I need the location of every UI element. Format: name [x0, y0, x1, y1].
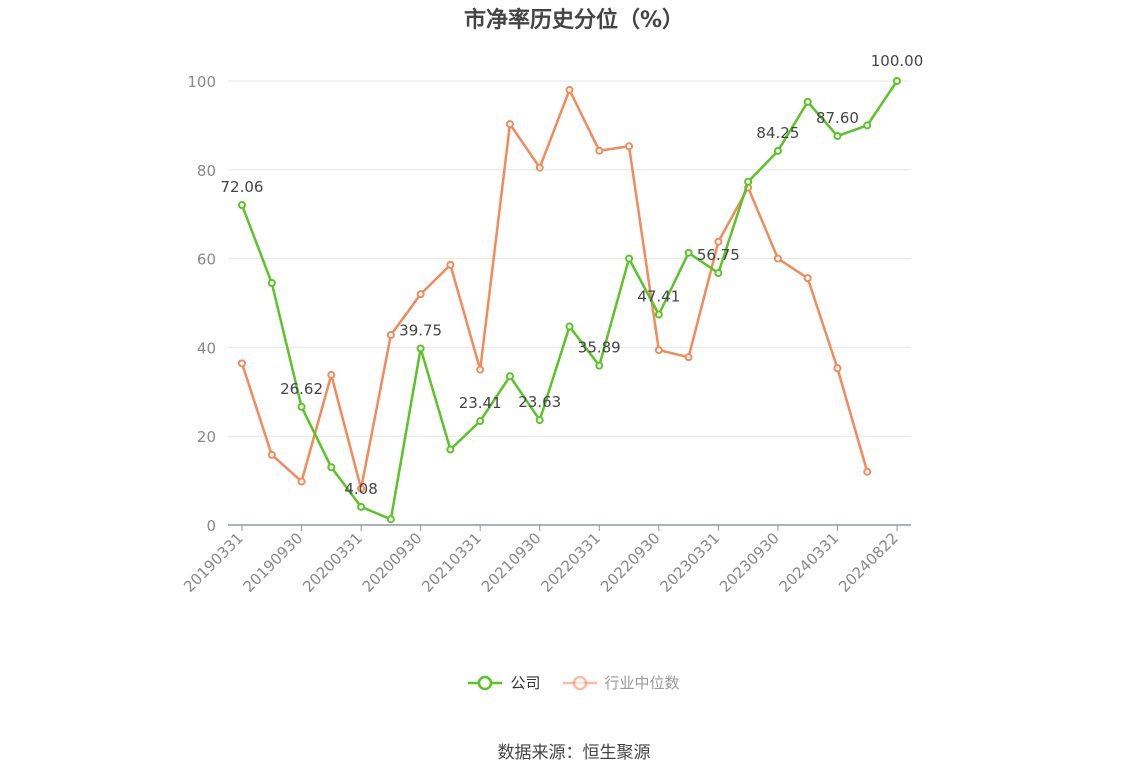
data-point-1: [714, 237, 723, 246]
data-point-0: [297, 402, 306, 411]
data-point-0: [863, 121, 872, 130]
data-label: 100.00: [871, 52, 924, 70]
data-label: 35.89: [578, 339, 621, 357]
x-tick-label: 20200331: [299, 529, 366, 596]
data-point-1: [803, 274, 812, 283]
y-tick-label: 60: [197, 251, 216, 269]
data-point-0: [893, 77, 901, 85]
data-point-0: [535, 416, 544, 425]
x-tick-label: 20230930: [716, 529, 783, 596]
data-label: 47.41: [637, 287, 680, 305]
label-layer: 72.06 26.62 4.08 39.75 23.41 23.63 35.89 47.41 5…: [221, 52, 924, 498]
data-point-1: [446, 260, 455, 269]
series-line-0: [240, 80, 899, 521]
source-note: 数据来源：恒生聚源: [497, 743, 651, 763]
x-tick-label: 20190331: [180, 529, 247, 596]
data-point-0: [327, 463, 336, 472]
data-label: 23.41: [459, 394, 502, 412]
legend-industry-marker-icon: [562, 675, 597, 690]
legend-item-company[interactable]: 公司: [468, 672, 541, 693]
data-point-0: [654, 310, 663, 319]
data-label: 56.75: [697, 246, 740, 264]
legend: 公司 行业中位数: [0, 672, 1148, 693]
y-tick-label: 0: [206, 517, 216, 535]
data-point-0: [476, 417, 485, 426]
data-point-1: [416, 290, 425, 299]
data-label: 87.60: [816, 109, 859, 127]
data-point-1: [357, 484, 366, 493]
grid-layer: [228, 80, 911, 437]
y-tick-label: 100: [187, 73, 216, 91]
data-point-0: [565, 322, 574, 331]
data-point-1: [625, 142, 634, 151]
data-label: 84.25: [756, 124, 799, 142]
data-point-0: [357, 502, 366, 511]
data-point-1: [535, 163, 544, 172]
data-point-0: [238, 201, 246, 210]
data-point-0: [625, 254, 634, 263]
data-point-1: [238, 359, 246, 368]
x-tick-label: 20220930: [597, 529, 664, 596]
legend-company-marker-icon: [468, 675, 503, 690]
data-point-0: [744, 177, 753, 186]
data-point-1: [833, 364, 842, 373]
x-tick-label: 20240331: [776, 529, 843, 596]
data-point-1: [267, 450, 276, 459]
data-point-1: [297, 477, 306, 486]
data-point-0: [803, 97, 812, 106]
data-point-0: [505, 372, 514, 381]
legend-item-industry-median[interactable]: 行业中位数: [562, 672, 680, 693]
data-point-1: [684, 353, 693, 362]
data-point-1: [476, 365, 485, 374]
data-point-0: [684, 248, 693, 257]
y-tick-label: 40: [197, 339, 216, 357]
line-chart: 0 20 40 60 80 100 2019033120190930202003312020…: [180, 52, 924, 596]
x-tick-label: 20210930: [478, 529, 545, 596]
legend-label-company: 公司: [510, 674, 541, 692]
data-point-1: [386, 330, 395, 339]
x-tick-label: 20230331: [656, 529, 723, 596]
data-label: 72.06: [221, 178, 264, 196]
data-label: 4.08: [344, 480, 377, 498]
data-point-1: [565, 85, 574, 94]
x-tick-label: 20240822: [835, 529, 902, 596]
data-label: 26.62: [280, 380, 323, 398]
data-point-0: [714, 269, 723, 278]
data-point-0: [595, 361, 604, 370]
data-point-0: [833, 132, 842, 141]
data-point-1: [327, 370, 336, 379]
data-label: 23.63: [518, 393, 561, 411]
y-tick-label: 20: [197, 428, 216, 446]
x-tick-label: 20220331: [537, 529, 604, 596]
data-point-0: [446, 445, 455, 454]
data-point-1: [863, 467, 872, 476]
x-tick-label: 20200930: [359, 529, 426, 596]
series-line-1: [240, 88, 869, 490]
data-label: 39.75: [399, 322, 442, 340]
data-point-1: [773, 254, 782, 263]
series-layer: [238, 77, 901, 524]
data-point-1: [654, 346, 663, 355]
data-point-0: [267, 279, 276, 288]
legend-label-industry-median: 行业中位数: [604, 674, 680, 692]
data-point-0: [416, 344, 425, 353]
x-tick-label: 20190930: [240, 529, 307, 596]
x-tick-label: 20210331: [418, 529, 485, 596]
chart-title: 市净率历史分位（%）: [463, 8, 685, 33]
data-point-1: [595, 146, 604, 155]
data-point-0: [386, 515, 395, 524]
data-point-1: [505, 120, 514, 129]
data-point-0: [773, 146, 782, 155]
y-tick-label: 80: [197, 162, 216, 180]
